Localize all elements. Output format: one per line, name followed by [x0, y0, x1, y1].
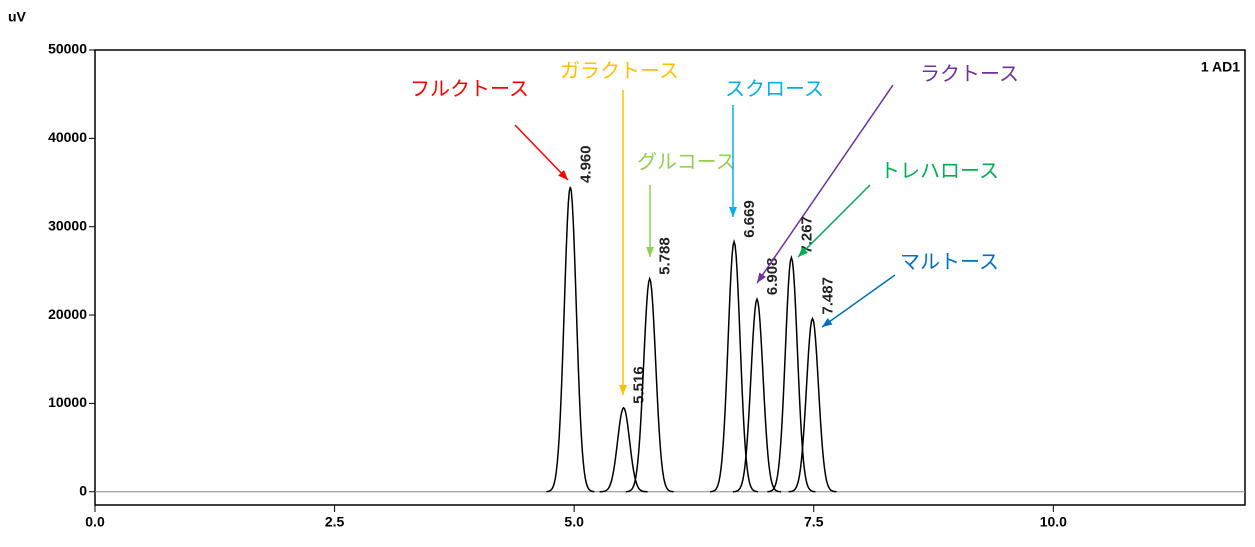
peak [599, 406, 648, 493]
peak-name: スクロース [725, 77, 824, 101]
arrow-head [798, 247, 808, 257]
y-tick-label: 0 [79, 482, 87, 498]
arrow-head [729, 207, 737, 217]
channel-label: 1 AD1 [1201, 59, 1240, 75]
peak-name: マルトース [900, 250, 999, 274]
peak-name: ラクトース [920, 62, 1019, 86]
plot-frame [94, 49, 1246, 506]
x-tick-label: 0.0 [85, 514, 105, 530]
peak-name: フルクトース [410, 77, 529, 101]
peak-name: グルコース [637, 150, 736, 174]
arrow-head [822, 317, 833, 327]
annotation-arrow [756, 84, 894, 284]
x-tick-label: 5.0 [564, 514, 584, 530]
peak [788, 316, 837, 493]
y-axis-label: uV [8, 9, 27, 25]
x-tick-label: 10.0 [1040, 514, 1067, 530]
retention-time-label: 5.516 [631, 366, 648, 404]
x-tick-label: 2.5 [325, 514, 345, 530]
peak-name: トレハロース [880, 159, 999, 183]
retention-time-label: 7.487 [819, 277, 836, 315]
y-tick-label: 10000 [48, 394, 87, 410]
arrow-head [558, 170, 568, 180]
annotation-arrow [797, 184, 871, 258]
x-tick-label: 7.5 [804, 514, 824, 530]
peak [767, 255, 816, 493]
y-tick-label: 40000 [48, 129, 87, 145]
y-tick-label: 20000 [48, 306, 87, 322]
peak [546, 186, 595, 493]
retention-time-label: 5.788 [657, 237, 674, 275]
y-tick-label: 50000 [48, 41, 87, 57]
retention-time-label: 4.960 [577, 145, 594, 183]
peak-name: ガラクトース [560, 59, 679, 83]
peak [710, 238, 759, 493]
peak [625, 276, 674, 493]
arrow-head [757, 272, 766, 283]
annotation-arrow [514, 124, 569, 181]
arrow-head [619, 385, 627, 395]
retention-time-label: 6.669 [741, 200, 758, 238]
arrow-head [646, 247, 654, 257]
y-tick-label: 30000 [48, 217, 87, 233]
annotation-arrow [821, 274, 896, 328]
retention-time-label: 6.908 [764, 258, 781, 296]
peak [732, 296, 782, 493]
